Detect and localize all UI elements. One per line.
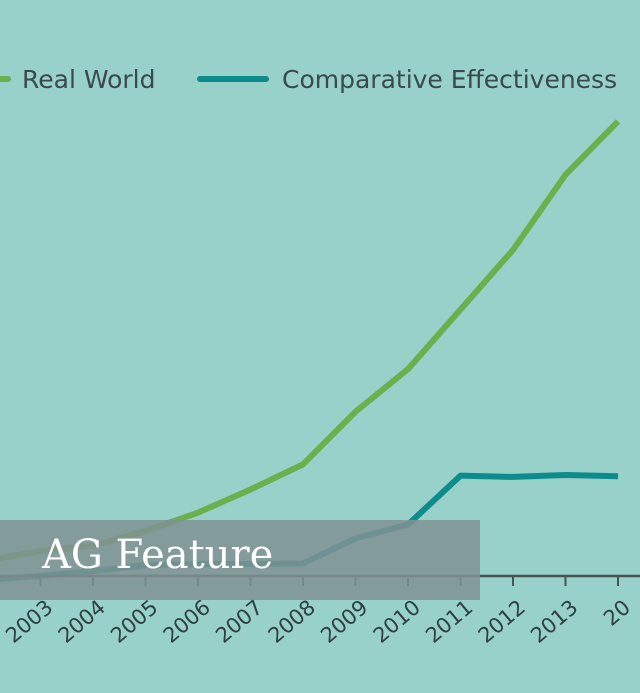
feature-banner — [0, 520, 480, 600]
x-tick-label: 2006 — [159, 595, 215, 648]
x-tick-label: 2013 — [526, 595, 582, 648]
series-line-1 — [0, 119, 621, 562]
x-tick-label: 2009 — [316, 595, 372, 648]
legend-label-2: Comparative Effectiveness — [282, 65, 617, 94]
x-tick-label: 2012 — [474, 595, 530, 648]
x-tick-label: 2008 — [264, 595, 320, 648]
x-tick-label: 02 — [0, 595, 5, 631]
feature-banner-label: AG Feature — [42, 532, 274, 578]
x-tick-label: 2005 — [106, 595, 162, 648]
legend-label-1: Real World — [22, 65, 155, 94]
x-tick-label: 2004 — [54, 595, 110, 648]
chart-legend: Real World Comparative Effectiveness — [0, 65, 617, 94]
x-tick-label: 2011 — [421, 595, 477, 648]
series-lines — [0, 119, 621, 582]
x-tick-label: 2003 — [1, 595, 57, 648]
x-tick-label: 20 — [599, 595, 635, 631]
x-tick-label: 2010 — [369, 595, 425, 648]
x-tick-label: 2007 — [211, 595, 267, 648]
